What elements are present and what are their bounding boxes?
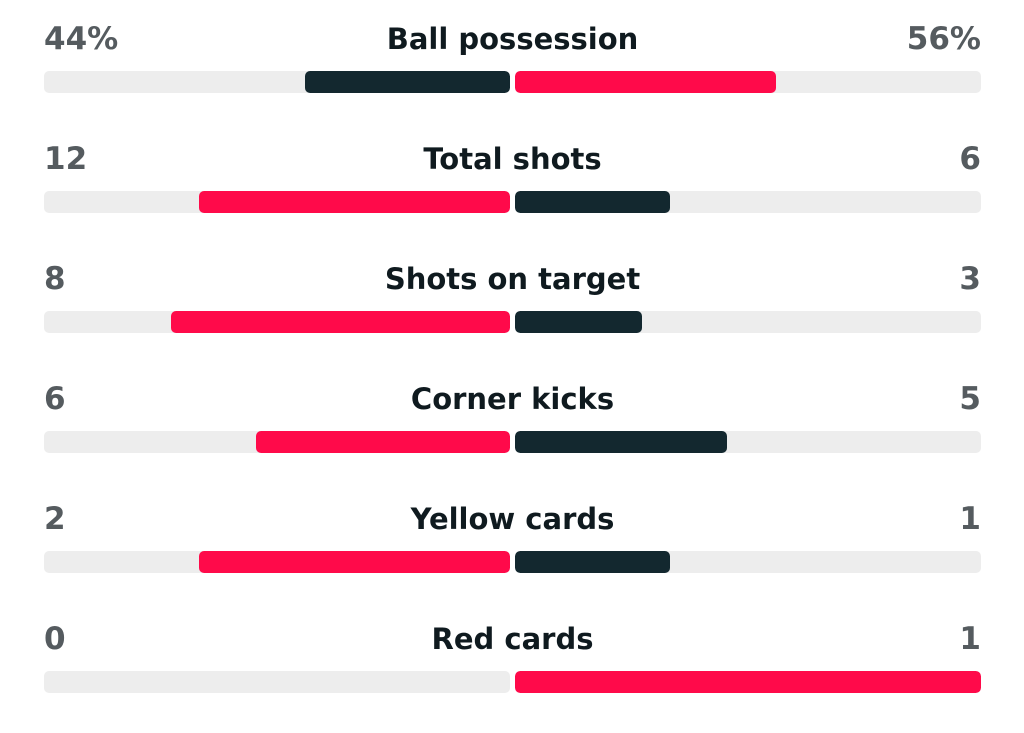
home-bar-track bbox=[44, 551, 510, 573]
away-value: 1 bbox=[959, 621, 981, 657]
home-value: 8 bbox=[44, 261, 66, 297]
stat-label: Yellow cards bbox=[410, 502, 615, 536]
stat-row-yellow-cards: 2 Yellow cards 1 bbox=[44, 501, 981, 581]
home-bar-fill bbox=[171, 311, 510, 333]
home-value: 12 bbox=[44, 141, 88, 177]
home-value: 2 bbox=[44, 501, 66, 537]
away-bar-fill bbox=[515, 671, 981, 693]
away-bar-fill bbox=[515, 311, 643, 333]
home-bar-fill bbox=[256, 431, 510, 453]
home-bar-track bbox=[44, 431, 510, 453]
stat-label: Ball possession bbox=[386, 22, 639, 56]
stat-row-ball-possession: 44% Ball possession 56% bbox=[44, 21, 981, 101]
away-value: 1 bbox=[959, 501, 981, 537]
home-value: 44% bbox=[44, 21, 119, 57]
stat-row-corner-kicks: 6 Corner kicks 5 bbox=[44, 381, 981, 461]
stat-row-red-cards: 0 Red cards 1 bbox=[44, 621, 981, 701]
away-value: 56% bbox=[906, 21, 981, 57]
away-bar-fill bbox=[515, 431, 728, 453]
stat-bar bbox=[44, 71, 981, 93]
stat-bar bbox=[44, 551, 981, 573]
home-bar-fill bbox=[304, 71, 510, 93]
away-bar-fill bbox=[515, 191, 671, 213]
stat-row-total-shots: 12 Total shots 6 bbox=[44, 141, 981, 221]
stat-bar bbox=[44, 311, 981, 333]
home-bar-fill bbox=[199, 551, 510, 573]
away-bar-track bbox=[515, 551, 981, 573]
away-bar-track bbox=[515, 671, 981, 693]
away-bar-track bbox=[515, 71, 981, 93]
away-value: 6 bbox=[959, 141, 981, 177]
stat-row-shots-on-target: 8 Shots on target 3 bbox=[44, 261, 981, 341]
home-bar-track bbox=[44, 671, 510, 693]
stat-bar bbox=[44, 431, 981, 453]
away-value: 5 bbox=[959, 381, 981, 417]
stat-label: Total shots bbox=[423, 142, 602, 176]
stat-label: Red cards bbox=[431, 622, 594, 656]
home-value: 6 bbox=[44, 381, 66, 417]
away-bar-fill bbox=[515, 551, 671, 573]
stat-label: Shots on target bbox=[384, 262, 641, 296]
stat-bar bbox=[44, 191, 981, 213]
home-bar-track bbox=[44, 191, 510, 213]
home-bar-fill bbox=[199, 191, 510, 213]
away-bar-track bbox=[515, 311, 981, 333]
away-value: 3 bbox=[959, 261, 981, 297]
away-bar-track bbox=[515, 191, 981, 213]
stat-bar bbox=[44, 671, 981, 693]
home-bar-track bbox=[44, 311, 510, 333]
away-bar-track bbox=[515, 431, 981, 453]
home-bar-track bbox=[44, 71, 510, 93]
stat-label: Corner kicks bbox=[410, 382, 615, 416]
away-bar-fill bbox=[515, 71, 776, 93]
home-value: 0 bbox=[44, 621, 66, 657]
